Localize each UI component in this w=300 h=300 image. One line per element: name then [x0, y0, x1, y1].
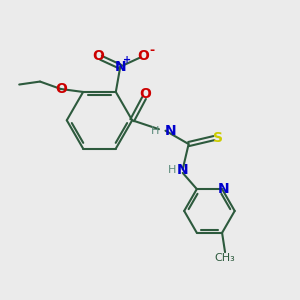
Text: -: - — [149, 44, 154, 57]
Text: O: O — [55, 82, 67, 96]
Text: N: N — [165, 124, 176, 138]
Text: O: O — [137, 49, 149, 63]
Text: N: N — [218, 182, 230, 196]
Text: +: + — [123, 55, 131, 65]
Text: H: H — [151, 126, 159, 136]
Text: O: O — [92, 49, 104, 63]
Text: O: O — [140, 86, 152, 100]
Text: N: N — [177, 163, 188, 177]
Text: CH₃: CH₃ — [215, 253, 236, 263]
Text: H: H — [168, 165, 176, 175]
Text: N: N — [115, 60, 126, 74]
Text: S: S — [213, 131, 224, 145]
